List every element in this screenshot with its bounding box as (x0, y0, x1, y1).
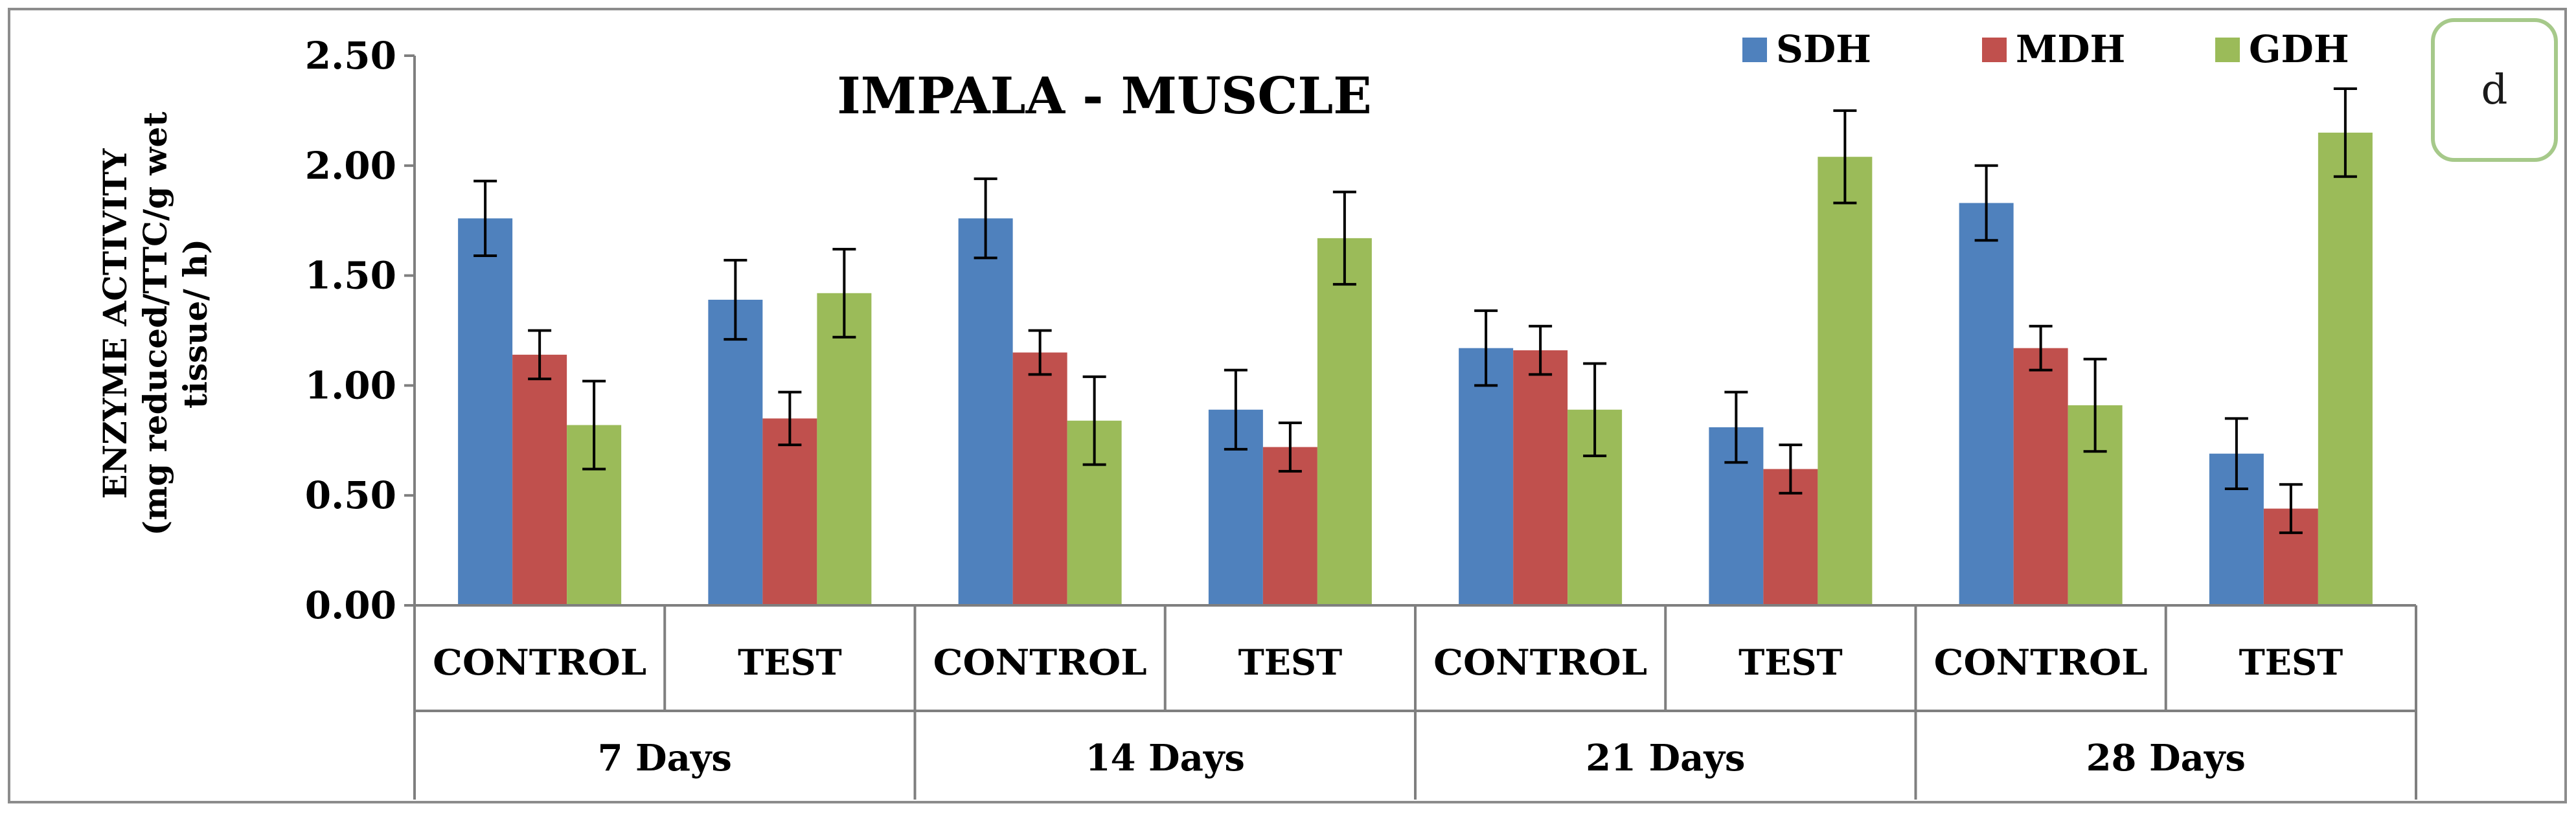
bar-gdh-5 (1818, 157, 1873, 605)
y-axis-label-line-2: (mg reduced/TTC/g wet (136, 112, 174, 536)
bar-gdh-1 (817, 293, 872, 605)
y-axis-label-line-1: ENZYME ACTIVITY (96, 148, 134, 499)
x-category-label-5: TEST (1738, 642, 1843, 683)
x-category-label-0: CONTROL (433, 642, 646, 683)
x-category-label-1: TEST (738, 642, 842, 683)
bar-sdh-0 (458, 218, 513, 606)
legend-swatch-mdh (1982, 38, 2007, 62)
y-tick-label-1: 0.50 (305, 473, 396, 517)
x-category-label-4: CONTROL (1433, 642, 1647, 683)
plot-area: 0.00 0.50 1.00 1.50 2.00 2.50 CONTROL TEST CONTR… (305, 34, 2417, 800)
bar-mdh-4 (1513, 350, 1568, 605)
x-group-label-1: 14 Days (1086, 737, 1245, 780)
x-category-label-3: TEST (1238, 642, 1343, 683)
x-category-label-2: CONTROL (933, 642, 1147, 683)
panel-label: d (2481, 66, 2508, 114)
bar-mdh-2 (1012, 352, 1067, 605)
y-tick-label-3: 1.50 (305, 254, 396, 298)
y-axis-label: ENZYME ACTIVITY (mg reduced/TTC/g wet ti… (96, 112, 214, 536)
bar-mdh-0 (512, 354, 567, 605)
legend-label-mdh: MDH (2016, 27, 2125, 71)
bar-gdh-7 (2318, 132, 2373, 606)
bar-sdh-4 (1459, 348, 1514, 605)
bar-mdh-3 (1262, 447, 1317, 605)
bar-mdh-1 (762, 418, 817, 605)
legend-label-gdh: GDH (2249, 27, 2349, 71)
x-group-label-3: 28 Days (2086, 737, 2246, 780)
x-category-label-7: TEST (2239, 642, 2343, 683)
x-group-label-0: 7 Days (598, 737, 732, 780)
y-axis-label-line-3: tissue/ h) (176, 239, 214, 409)
bar-sdh-1 (708, 299, 763, 605)
bar-gdh-3 (1317, 238, 1372, 605)
y-tick-label-0: 0.00 (305, 583, 396, 627)
chart-title: IMPALA - MUSCLE (837, 67, 1371, 126)
chart-frame (8, 8, 2567, 803)
y-tick-label-2: 1.00 (305, 363, 396, 407)
y-tick-label-5: 2.50 (305, 34, 396, 78)
bar-sdh-2 (958, 218, 1013, 606)
panel-label-badge: d (2431, 18, 2558, 162)
x-category-label-6: CONTROL (1934, 642, 2148, 683)
legend: SDH MDH GDH (1742, 27, 2349, 71)
legend-label-sdh: SDH (1776, 27, 1871, 71)
x-group-label-2: 21 Days (1586, 737, 1745, 780)
bar-mdh-6 (2013, 348, 2068, 605)
y-tick-label-4: 2.00 (305, 144, 396, 188)
legend-swatch-gdh (2215, 38, 2240, 62)
bar-sdh-6 (1959, 203, 2014, 606)
legend-swatch-sdh (1742, 38, 1767, 62)
